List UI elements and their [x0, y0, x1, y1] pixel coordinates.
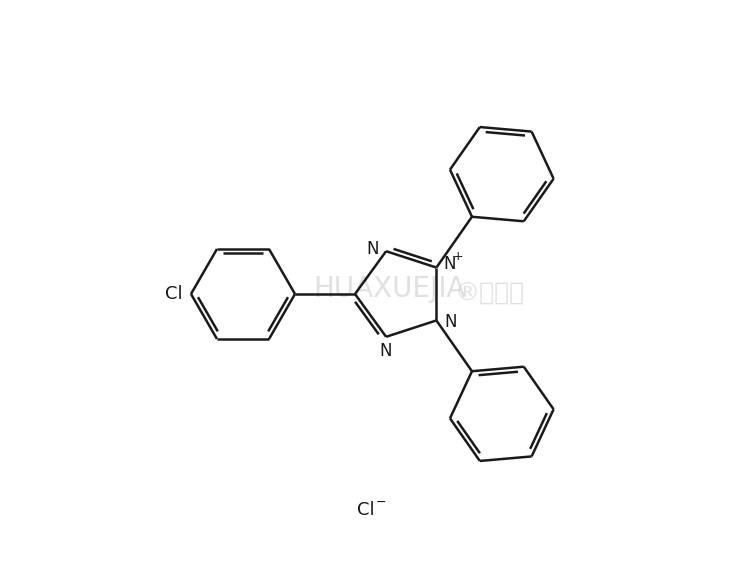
Text: N: N [444, 314, 457, 332]
Text: ®化学加: ®化学加 [455, 282, 525, 306]
Text: +: + [453, 250, 463, 263]
Text: N: N [380, 342, 392, 360]
Text: Cl: Cl [165, 285, 183, 303]
Text: N: N [367, 240, 379, 258]
Text: −: − [376, 495, 386, 509]
Text: N: N [443, 255, 455, 273]
Text: HUAXUEJIA: HUAXUEJIA [314, 275, 466, 303]
Text: Cl: Cl [357, 501, 375, 519]
